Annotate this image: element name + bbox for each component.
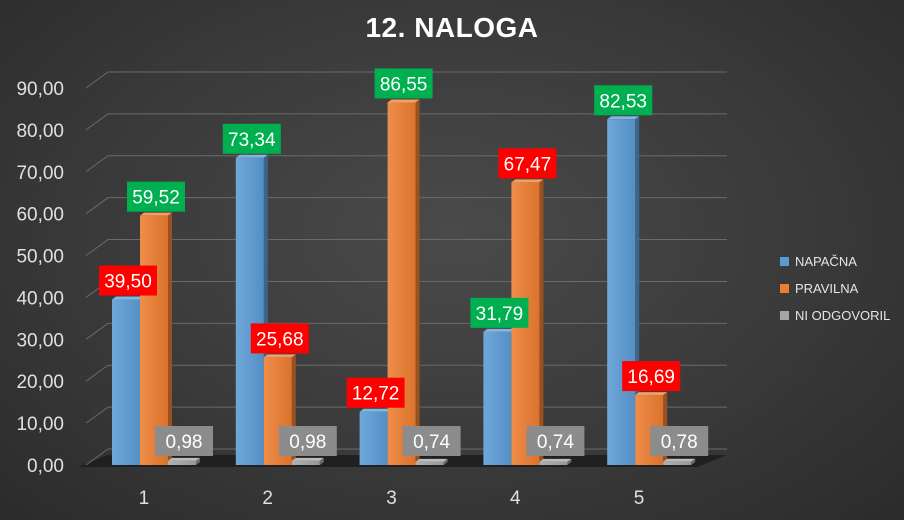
chart-legend: NAPAČNA PRAVILNA NI ODGOVORIL xyxy=(780,248,890,329)
bar-top xyxy=(663,458,696,462)
bar-top xyxy=(511,179,544,183)
x-tick-label: 5 xyxy=(634,488,645,509)
data-label-box xyxy=(650,426,709,456)
legend-item-pravilna: PRAVILNA xyxy=(780,275,890,302)
bar-top xyxy=(387,99,420,103)
bar-ni-odgovoril-3 xyxy=(415,461,444,465)
bar-napa-na-2 xyxy=(235,157,264,465)
y-tick-label: 90,00 xyxy=(16,79,64,100)
data-label: 67,47 xyxy=(504,154,552,175)
y-tick-label: 40,00 xyxy=(16,288,64,309)
data-label-box xyxy=(99,265,157,296)
data-label: 39,50 xyxy=(104,272,152,293)
bar-napa-na-5 xyxy=(607,119,636,465)
x-tick-label: 4 xyxy=(510,488,521,509)
bar-top xyxy=(235,154,268,158)
data-label-box xyxy=(250,323,309,354)
data-label-box xyxy=(498,148,557,179)
legend-swatch-ni-odgovoril xyxy=(780,311,789,320)
bar-top xyxy=(359,408,392,412)
data-label-box xyxy=(346,377,405,408)
data-label: 25,68 xyxy=(256,329,304,350)
gridline xyxy=(85,71,727,89)
y-tick-label: 70,00 xyxy=(16,163,64,184)
data-label: 16,69 xyxy=(627,367,675,388)
bar-ni-odgovoril-5 xyxy=(663,461,692,465)
y-tick-label: 60,00 xyxy=(16,205,64,226)
gridline xyxy=(85,113,727,131)
data-label-box xyxy=(402,426,461,456)
y-tick-label: 50,00 xyxy=(16,247,64,268)
bar-side xyxy=(168,212,172,465)
y-tick-label: 30,00 xyxy=(16,330,64,351)
data-label: 0,74 xyxy=(413,432,450,453)
bar-top xyxy=(483,328,516,332)
legend-item-napacna: NAPAČNA xyxy=(780,248,890,275)
data-label: 0,78 xyxy=(661,432,698,453)
chart-title: 12. NALOGA xyxy=(365,12,539,43)
data-label: 59,52 xyxy=(132,188,180,209)
x-tick-label: 3 xyxy=(386,488,397,509)
data-label: 31,79 xyxy=(476,304,524,325)
bar-top xyxy=(112,296,144,300)
bar-side xyxy=(319,457,324,465)
data-label-box xyxy=(594,85,653,116)
data-label-box xyxy=(470,297,529,328)
bar-side xyxy=(415,99,420,466)
data-label-box xyxy=(622,361,681,392)
data-label-box xyxy=(526,426,585,456)
data-label: 73,34 xyxy=(228,130,276,151)
data-label: 82,53 xyxy=(599,91,647,112)
y-tick-label: 80,00 xyxy=(16,121,64,142)
bar-ni-odgovoril-4 xyxy=(539,461,568,465)
bar-napa-na-4 xyxy=(483,331,512,465)
bar-top xyxy=(635,392,668,396)
data-label-box xyxy=(374,68,433,99)
data-label-box xyxy=(278,426,337,456)
legend-swatch-napacna xyxy=(780,257,789,266)
data-label: 0,74 xyxy=(537,432,574,453)
bar-side xyxy=(196,457,200,465)
bar-top xyxy=(539,458,572,462)
bar-pravilna-1 xyxy=(140,215,168,465)
bar-ni-odgovoril-1 xyxy=(168,460,196,465)
bar-top xyxy=(168,457,200,461)
bar-side xyxy=(443,458,448,465)
bar-top xyxy=(607,116,640,120)
bar-top xyxy=(263,354,296,358)
bar-pravilna-3 xyxy=(387,102,416,466)
bar-top xyxy=(291,457,324,461)
y-tick-label: 0,00 xyxy=(27,456,64,477)
data-label-box xyxy=(127,181,185,212)
bar-side xyxy=(539,179,544,465)
legend-swatch-pravilna xyxy=(780,284,789,293)
data-label-box xyxy=(155,426,213,456)
data-label: 12,72 xyxy=(352,384,400,405)
data-label: 0,98 xyxy=(166,432,203,453)
bar-top xyxy=(415,458,448,462)
data-label: 86,55 xyxy=(380,74,428,95)
data-label: 0,98 xyxy=(289,432,326,453)
bar-side xyxy=(567,458,572,465)
y-tick-label: 10,00 xyxy=(16,414,64,435)
x-tick-label: 1 xyxy=(139,488,150,509)
legend-item-ni-odgovoril: NI ODGOVORIL xyxy=(780,302,890,329)
bar-napa-na-1 xyxy=(112,299,140,465)
y-tick-label: 20,00 xyxy=(16,372,64,393)
bar-ni-odgovoril-2 xyxy=(291,460,320,465)
x-tick-label: 2 xyxy=(262,488,273,509)
data-label-box xyxy=(222,123,281,154)
legend-label-ni-odgovoril: NI ODGOVORIL xyxy=(795,308,891,323)
bar-napa-na-3 xyxy=(359,411,388,465)
bar-top xyxy=(140,212,172,216)
bar-side xyxy=(691,458,696,465)
legend-label-pravilna: PRAVILNA xyxy=(795,281,859,296)
legend-label-napacna: NAPAČNA xyxy=(795,254,857,269)
